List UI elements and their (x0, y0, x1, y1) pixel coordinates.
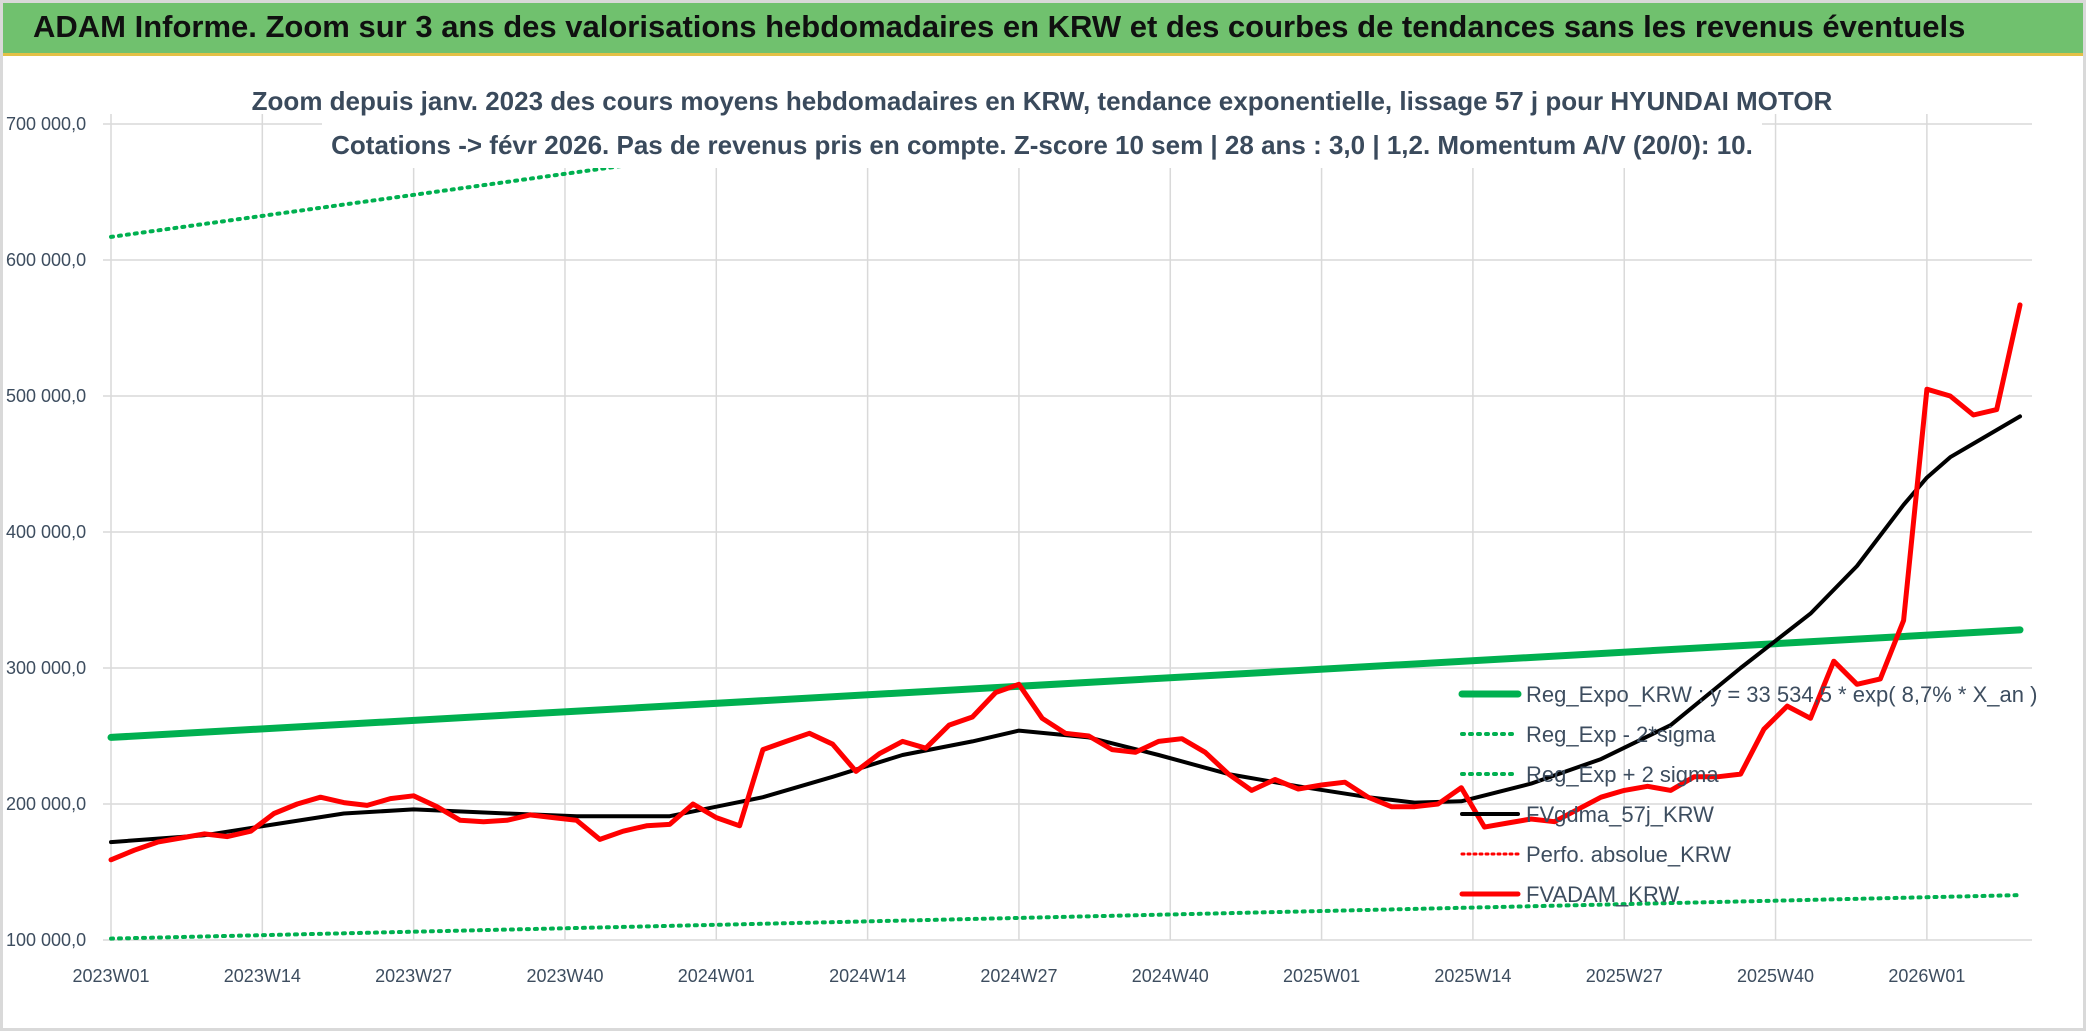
x-tick-label: 2024W40 (1132, 966, 1209, 986)
y-tick-label: 700 000,0 (6, 114, 86, 134)
grid (103, 114, 2032, 941)
x-axis-ticks: 2023W01 2023W14 2023W27 2023W40 2024W01 2024W… (72, 966, 1965, 986)
x-tick-label: 2023W27 (375, 966, 452, 986)
x-tick-label: 2024W01 (678, 966, 755, 986)
y-tick-label: 500 000,0 (6, 386, 86, 406)
chart-subtitle-line-2: Cotations -> févr 2026. Pas de revenus p… (331, 130, 1753, 160)
y-tick-label: 100 000,0 (6, 930, 86, 950)
x-tick-label: 2024W14 (829, 966, 906, 986)
x-tick-label: 2025W01 (1283, 966, 1360, 986)
series-layer (107, 122, 2024, 941)
y-axis-ticks: 100 000,0 200 000,0 300 000,0 400 000,0 500 … (6, 114, 86, 950)
x-tick-label: 2023W14 (224, 966, 301, 986)
x-tick-label: 2024W27 (980, 966, 1057, 986)
x-tick-label: 2026W01 (1888, 966, 1965, 986)
legend-label: FVgdma_57j_KRW (1526, 802, 1714, 827)
subtitle-background (322, 82, 1762, 168)
x-tick-label: 2025W40 (1737, 966, 1814, 986)
legend-label: Reg_Expo_KRW : y = 33 534,5 * exp( 8,7% … (1526, 682, 2037, 707)
x-tick-label: 2023W40 (526, 966, 603, 986)
legend-label: Reg_Exp - 2*sigma (1526, 722, 1716, 747)
y-tick-label: 200 000,0 (6, 794, 86, 814)
series-line-fvadam-krw (108, 302, 2023, 863)
series-line-fvgdma-57j-krw (109, 414, 2022, 845)
legend-label: Perfo. absolue_KRW (1526, 842, 1731, 867)
x-tick-label: 2023W01 (72, 966, 149, 986)
report-title: ADAM Informe. Zoom sur 3 ans des valoris… (33, 9, 1966, 44)
series-line-reg-exp-2-sigma (109, 893, 2022, 941)
y-tick-label: 300 000,0 (6, 658, 86, 678)
y-tick-label: 600 000,0 (6, 250, 86, 270)
legend-label: Reg_Exp + 2 sigma (1526, 762, 1719, 787)
legend: Reg_Expo_KRW : y = 33 534,5 * exp( 8,7% … (1458, 682, 2037, 907)
series-line-reg-exp-2-sigma (109, 122, 953, 239)
report-header: ADAM Informe. Zoom sur 3 ans des valoris… (3, 3, 2083, 56)
chart-subtitle-line-1: Zoom depuis janv. 2023 des cours moyens … (252, 86, 1833, 116)
x-tick-label: 2025W27 (1586, 966, 1663, 986)
legend-label: FVADAM_KRW (1526, 882, 1679, 907)
series-line-reg-expo-krw-y-33-534-5-exp-8-7-x-an (107, 626, 2024, 741)
x-tick-label: 2025W14 (1434, 966, 1511, 986)
y-tick-label: 400 000,0 (6, 522, 86, 542)
